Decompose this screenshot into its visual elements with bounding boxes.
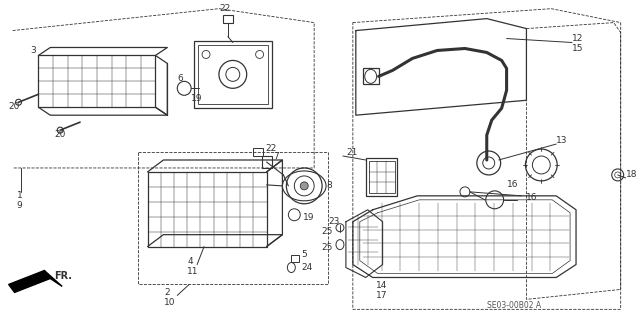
Bar bbox=[262, 156, 271, 168]
Bar bbox=[198, 45, 268, 104]
Text: 12: 12 bbox=[572, 34, 584, 43]
Text: 5: 5 bbox=[301, 250, 307, 259]
Text: 20: 20 bbox=[54, 130, 66, 139]
Text: 19: 19 bbox=[191, 94, 203, 103]
Text: FR.: FR. bbox=[54, 271, 72, 281]
Text: 22: 22 bbox=[219, 4, 230, 13]
Text: 23: 23 bbox=[328, 217, 339, 226]
Text: 1: 1 bbox=[17, 191, 22, 200]
Bar bbox=[223, 15, 233, 23]
Text: 9: 9 bbox=[17, 201, 22, 210]
Text: 25: 25 bbox=[321, 227, 332, 236]
Text: 6: 6 bbox=[177, 74, 183, 83]
Text: 17: 17 bbox=[376, 291, 387, 300]
Bar bbox=[365, 158, 397, 196]
Ellipse shape bbox=[300, 182, 308, 190]
Text: 24: 24 bbox=[301, 263, 312, 272]
Text: SE03-00B02 A: SE03-00B02 A bbox=[487, 301, 541, 310]
Polygon shape bbox=[8, 271, 51, 293]
Bar bbox=[194, 41, 271, 108]
Text: 18: 18 bbox=[626, 170, 637, 179]
Bar bbox=[147, 172, 266, 247]
Bar bbox=[369, 161, 394, 193]
Text: 3: 3 bbox=[31, 46, 36, 55]
Text: 25: 25 bbox=[321, 243, 332, 252]
Bar bbox=[38, 56, 156, 107]
Text: 13: 13 bbox=[556, 136, 568, 145]
Text: 8: 8 bbox=[326, 182, 332, 190]
Text: 14: 14 bbox=[376, 281, 387, 290]
Text: 7: 7 bbox=[273, 152, 279, 160]
Text: 21: 21 bbox=[346, 147, 357, 157]
Text: 2: 2 bbox=[164, 288, 170, 297]
Polygon shape bbox=[44, 271, 62, 286]
Text: 22: 22 bbox=[266, 144, 277, 152]
Text: 4: 4 bbox=[187, 257, 193, 266]
Text: 20: 20 bbox=[8, 102, 20, 111]
Bar bbox=[291, 255, 300, 262]
Text: 16: 16 bbox=[527, 193, 538, 202]
Text: 10: 10 bbox=[164, 298, 176, 307]
Text: 19: 19 bbox=[303, 213, 315, 222]
Text: 15: 15 bbox=[572, 44, 584, 53]
Text: 11: 11 bbox=[187, 267, 198, 276]
Text: 16: 16 bbox=[507, 180, 518, 189]
Bar bbox=[363, 68, 379, 84]
Bar bbox=[253, 148, 262, 156]
